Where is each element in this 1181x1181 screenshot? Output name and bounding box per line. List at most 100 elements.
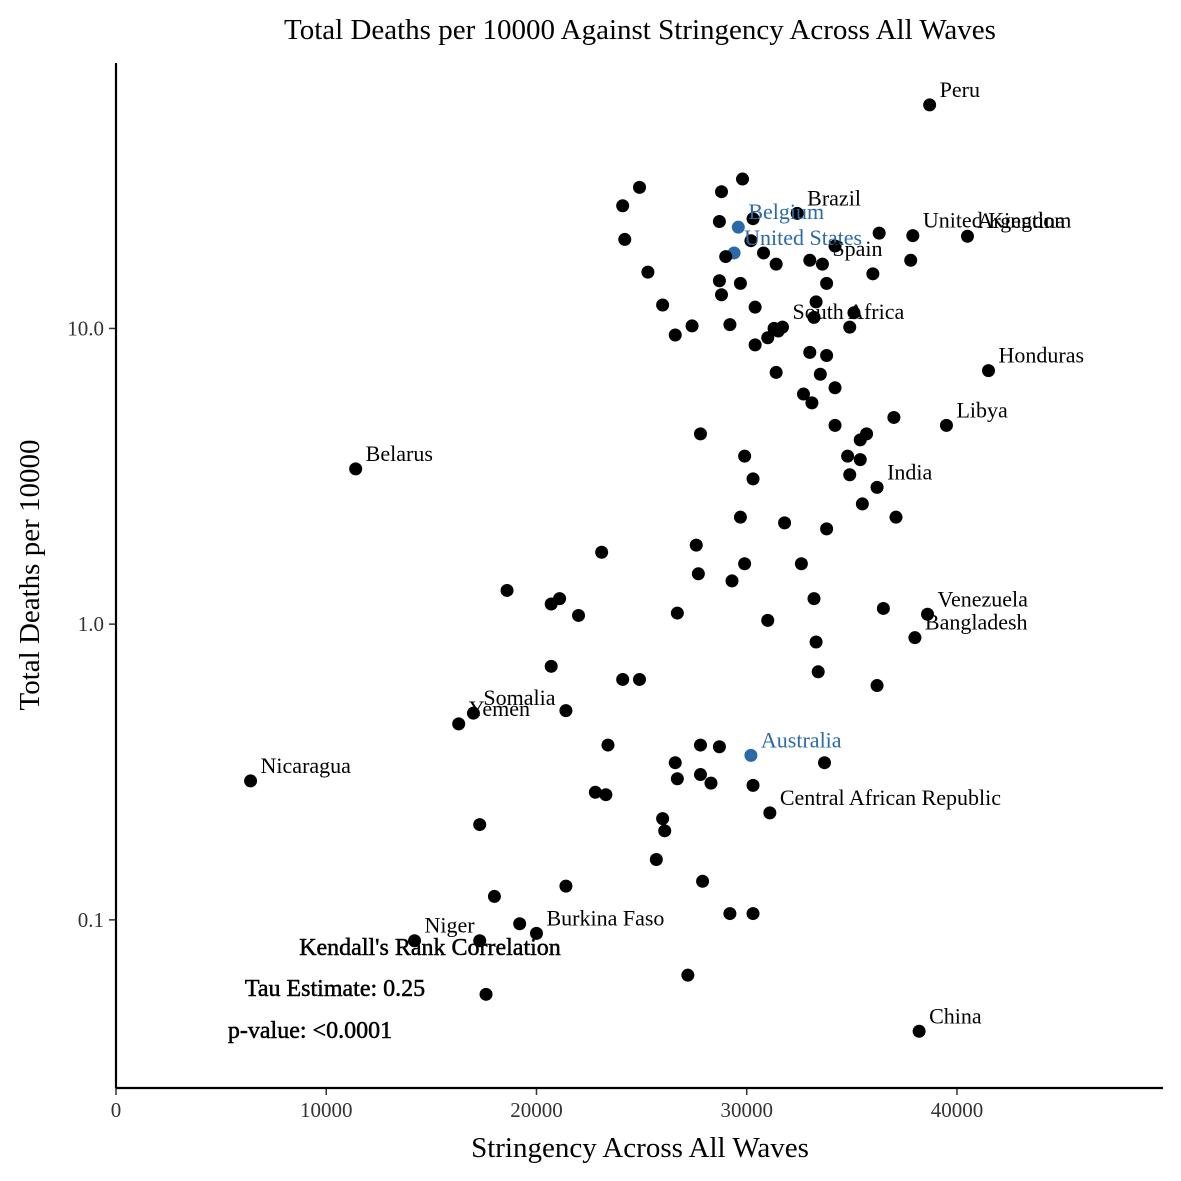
data-point [761,613,775,627]
point-label: Yemen [469,696,530,721]
data-point-spain [815,257,829,271]
data-point [714,288,728,302]
point-label: Venezuela [938,586,1029,611]
data-point-belarus [349,462,363,476]
data-point [769,257,783,271]
data-point [811,665,825,679]
data-point-yemen [452,717,466,731]
data-point [733,276,747,290]
data-point [904,253,918,267]
data-point [794,557,808,571]
data-point-india [870,480,884,494]
data-point [778,516,792,530]
data-point [820,276,834,290]
data-point [841,449,855,463]
y-tick-label: 10.0 [67,316,104,340]
data-point [813,367,827,381]
data-point [843,468,857,482]
annotation-tau: Tau Estimate: 0.25 [245,976,425,1002]
data-point [746,907,760,921]
point-label: China [929,1003,982,1028]
data-point [696,874,710,888]
data-point [618,232,632,246]
data-point [712,274,726,288]
data-point [473,818,487,832]
data-point [723,318,737,332]
x-axis-title: Stringency Across All Waves [471,1132,809,1164]
data-point [712,214,726,228]
data-point [559,879,573,893]
point-label: Peru [940,77,980,102]
point-label: Brazil [807,185,861,210]
data-point [870,679,884,693]
data-point [693,427,707,441]
x-tick-label: 0 [111,1098,122,1122]
data-point-libya [939,418,953,432]
data-point [828,239,842,253]
data-point [691,567,705,581]
data-point [693,768,707,782]
data-point [633,672,646,686]
point-label: Australia [761,727,842,752]
chart-title: Total Deaths per 10000 Against Stringenc… [284,14,996,46]
data-point-brazil [790,206,804,220]
data-point [681,968,695,982]
point-label: Nicaragua [261,753,352,778]
data-point-peru [923,98,937,112]
data-point [796,387,810,401]
data-point [668,756,682,770]
data-point-nicaragua [244,774,258,788]
data-point [761,331,775,345]
data-point [641,265,655,279]
data-point [689,538,703,552]
point-label: Central African Republic [780,785,1001,810]
point-label: United States [744,225,862,250]
data-point-china [912,1024,926,1038]
data-point [843,320,857,334]
data-point [712,740,726,754]
data-point [693,738,707,752]
data-point [658,824,672,838]
data-point [588,785,602,799]
data-point [733,510,747,524]
data-point [818,756,832,770]
data-point [513,917,527,931]
data-point [649,852,663,866]
data-point [723,907,737,921]
y-axis-title: Total Deaths per 10000 [14,440,46,711]
point-label: India [887,459,932,484]
data-point [595,545,609,559]
data-point [887,410,901,424]
data-point [572,608,586,622]
data-point [670,772,684,786]
data-point-bangladesh [908,631,922,645]
data-point-honduras [982,364,995,378]
data-point [473,934,487,948]
data-point [889,510,903,524]
data-point [748,300,762,314]
data-point [479,987,493,1001]
data-point [616,199,630,213]
data-point [828,418,842,432]
data-point [803,345,817,359]
data-point [805,396,819,410]
data-point [736,172,750,186]
data-point [633,180,646,194]
x-tick-label: 10000 [300,1098,353,1122]
data-point [872,226,886,240]
data-point [757,246,771,260]
point-label: Libya [956,397,1008,422]
point-label: Belarus [366,441,433,466]
data-point-burkina-faso [529,926,543,940]
data-point [820,348,834,362]
data-point [544,597,558,611]
x-axis-ticks: 0 10000 20000 30000 40000 [111,1088,983,1122]
data-point [809,635,823,649]
data-point [599,788,613,802]
data-point-somalia [466,706,480,720]
data-point [855,497,869,511]
data-point [656,812,670,826]
data-point [670,606,684,620]
y-tick-label: 1.0 [78,612,104,636]
